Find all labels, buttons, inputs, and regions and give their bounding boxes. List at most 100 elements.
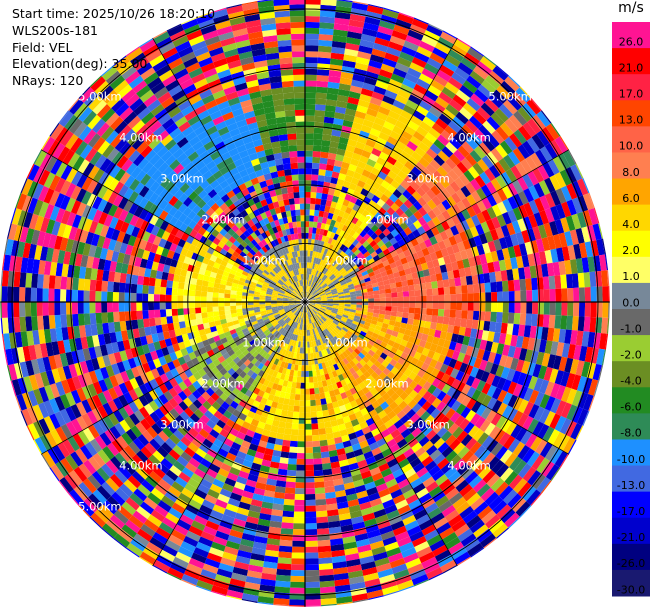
velocity-gate <box>202 400 212 410</box>
velocity-gate <box>430 408 441 419</box>
velocity-gate <box>537 423 550 440</box>
velocity-gate <box>138 354 148 365</box>
velocity-gate <box>307 341 310 348</box>
velocity-gate <box>270 335 277 343</box>
velocity-gate <box>398 585 415 592</box>
velocity-gate <box>199 346 207 355</box>
velocity-gate <box>444 466 458 479</box>
velocity-gate <box>548 314 556 329</box>
velocity-gate <box>278 462 288 470</box>
velocity-gate <box>305 306 308 313</box>
velocity-gate <box>320 445 329 453</box>
velocity-gate <box>529 265 537 279</box>
velocity-gate <box>147 293 155 302</box>
velocity-gate <box>10 207 17 224</box>
velocity-gate <box>434 549 451 563</box>
velocity-gate <box>305 347 308 354</box>
velocity-gate <box>458 326 466 336</box>
velocity-gate <box>109 375 119 388</box>
velocity-gate <box>360 257 368 265</box>
velocity-gate <box>321 298 328 301</box>
velocity-gate <box>155 270 163 280</box>
velocity-gate <box>402 515 417 526</box>
velocity-gate <box>194 302 201 308</box>
velocity-gate <box>426 534 443 547</box>
velocity-gate <box>305 185 312 192</box>
velocity-gate <box>447 514 463 528</box>
velocity-gate <box>414 541 430 553</box>
velocity-gate <box>178 321 186 329</box>
velocity-gate <box>327 340 334 347</box>
velocity-gate <box>402 312 409 319</box>
velocity-gate <box>295 482 305 489</box>
velocity-gate <box>571 406 583 424</box>
velocity-gate <box>395 216 405 226</box>
velocity-gate <box>136 450 149 463</box>
velocity-gate <box>456 200 467 212</box>
velocity-gate <box>118 292 125 302</box>
velocity-gate <box>307 250 311 257</box>
velocity-gate <box>358 264 365 271</box>
velocity-gate <box>373 309 380 314</box>
velocity-gate <box>355 307 363 311</box>
velocity-gate <box>362 512 376 522</box>
velocity-gate <box>496 214 507 227</box>
velocity-gate <box>299 353 303 360</box>
velocity-gate <box>432 295 439 302</box>
velocity-gate <box>201 373 211 383</box>
velocity-gate <box>69 489 84 506</box>
velocity-gate <box>312 334 316 341</box>
velocity-gate <box>499 140 513 155</box>
velocity-gate <box>291 327 295 334</box>
velocity-gate <box>333 478 344 487</box>
velocity-gate <box>315 257 320 265</box>
velocity-gate <box>261 459 272 468</box>
velocity-gate <box>136 345 145 356</box>
velocity-gate <box>434 41 451 55</box>
velocity-gate <box>554 315 562 329</box>
velocity-gate <box>464 228 474 240</box>
velocity-gate <box>554 219 565 235</box>
velocity-gate <box>209 414 220 425</box>
velocity-gate <box>255 313 262 318</box>
velocity-gate <box>558 260 567 276</box>
velocity-gate <box>383 7 400 14</box>
velocity-gate <box>489 321 497 333</box>
velocity-gate <box>371 400 381 410</box>
velocity-gate <box>375 273 382 279</box>
velocity-gate <box>249 284 256 289</box>
velocity-gate <box>421 94 436 107</box>
velocity-gate <box>276 299 283 301</box>
velocity-gate <box>509 456 523 471</box>
velocity-gate <box>154 375 164 387</box>
velocity-gate <box>381 359 390 368</box>
velocity-gate <box>446 348 455 359</box>
velocity-gate <box>233 323 241 329</box>
velocity-gate <box>267 436 276 445</box>
velocity-gate <box>312 145 322 152</box>
velocity-gate <box>325 347 332 355</box>
velocity-gate <box>469 458 483 472</box>
velocity-gate <box>604 333 609 350</box>
velocity-gate <box>307 280 310 286</box>
velocity-gate <box>382 228 391 237</box>
velocity-gate <box>530 152 543 168</box>
velocity-gate <box>178 400 189 412</box>
velocity-gate <box>72 313 79 327</box>
velocity-gate <box>177 356 186 366</box>
velocity-gate <box>70 404 82 419</box>
velocity-gate <box>315 304 321 308</box>
velocity-gate <box>156 554 173 568</box>
velocity-gate <box>319 338 324 345</box>
velocity-gate <box>216 328 225 336</box>
velocity-gate <box>347 96 360 106</box>
velocity-gate <box>202 525 218 537</box>
velocity-gate <box>161 474 175 486</box>
velocity-gate <box>298 335 302 342</box>
velocity-gate <box>368 271 376 278</box>
velocity-gate <box>383 473 395 483</box>
velocity-gate <box>455 89 471 103</box>
velocity-gate <box>229 492 242 502</box>
velocity-gate <box>251 341 258 349</box>
velocity-gate <box>265 297 272 301</box>
